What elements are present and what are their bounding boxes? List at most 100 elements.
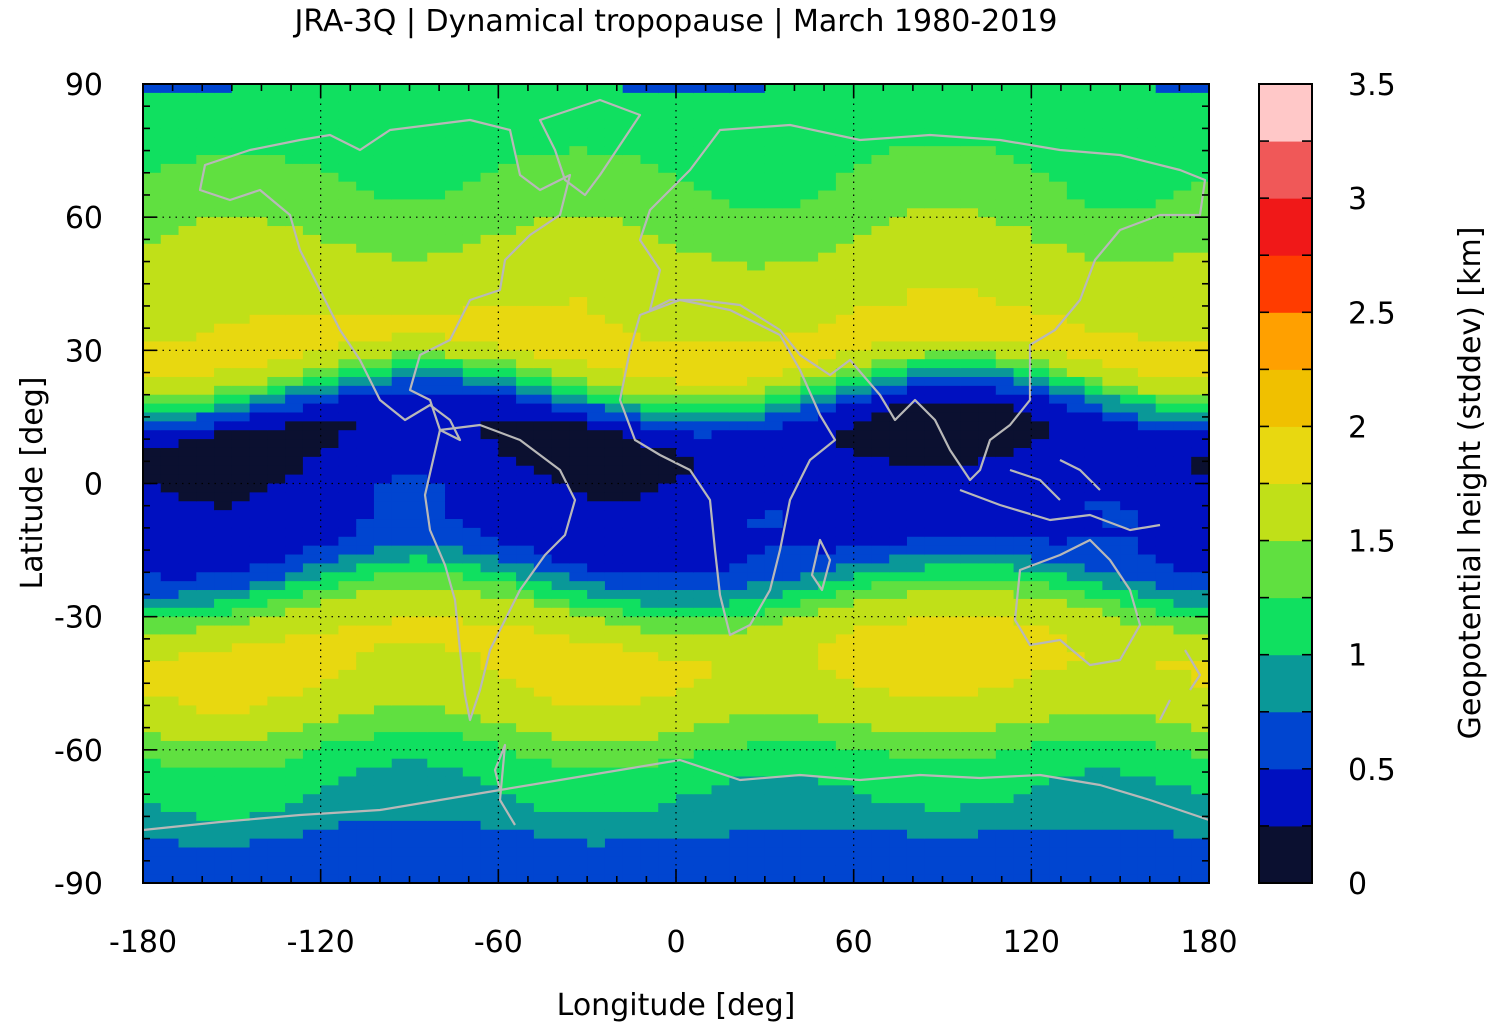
value-cell <box>1013 616 1032 627</box>
value-cell <box>604 803 624 813</box>
value-cell <box>853 146 873 156</box>
value-cell <box>178 359 197 369</box>
value-cell <box>1031 669 1050 680</box>
value-cell <box>338 332 357 343</box>
value-cell <box>853 572 873 582</box>
value-cell <box>640 368 659 378</box>
value-cell <box>533 376 553 387</box>
value-cell <box>942 421 961 431</box>
value-cell <box>604 208 624 218</box>
value-cell <box>604 732 624 742</box>
value-cell <box>267 350 286 360</box>
value-cell <box>551 101 570 112</box>
value-cell <box>747 545 766 556</box>
value-cell <box>533 226 553 236</box>
value-cell <box>196 447 215 458</box>
value-cell <box>1102 314 1121 325</box>
value-cell <box>373 101 393 112</box>
value-cell <box>1084 155 1103 165</box>
value-cell <box>782 740 801 751</box>
value-cell <box>942 652 961 662</box>
value-cell <box>711 785 730 795</box>
value-cell <box>498 767 517 778</box>
value-cell <box>676 234 695 245</box>
value-cell <box>462 323 482 334</box>
value-cell <box>569 758 588 769</box>
value-cell <box>409 749 428 760</box>
value-cell <box>160 208 180 218</box>
value-cell <box>764 163 784 174</box>
value-cell <box>853 696 873 707</box>
value-cell <box>178 572 197 582</box>
value-cell <box>764 252 784 263</box>
value-cell <box>800 811 819 822</box>
value-cell <box>818 803 837 813</box>
value-cell <box>942 554 961 564</box>
value-cell <box>338 208 357 218</box>
value-cell <box>764 732 784 742</box>
value-cell <box>818 669 837 680</box>
value-cell <box>302 554 322 564</box>
value-cell <box>658 84 677 94</box>
value-cell <box>196 740 215 751</box>
value-cell <box>285 217 304 227</box>
value-cell <box>267 101 286 112</box>
value-cell <box>285 456 304 467</box>
value-cell <box>853 847 873 857</box>
value-cell <box>764 199 784 209</box>
value-cell <box>302 803 322 813</box>
value-cell <box>160 865 180 875</box>
value-cell <box>551 785 570 795</box>
value-cell <box>409 838 428 849</box>
value-cell <box>462 270 482 280</box>
value-cell <box>462 714 482 724</box>
value-cell <box>604 865 624 875</box>
value-cell <box>747 678 766 689</box>
value-cell <box>533 421 553 431</box>
value-cell <box>249 181 268 192</box>
value-cell <box>622 368 642 378</box>
value-cell <box>693 563 713 573</box>
value-cell <box>178 643 197 653</box>
value-cell <box>995 110 1015 121</box>
value-cell <box>871 696 890 707</box>
value-cell <box>1102 590 1121 600</box>
value-cell <box>231 297 251 307</box>
value-cell <box>640 430 659 440</box>
value-cell <box>267 181 286 192</box>
value-cell <box>373 838 393 849</box>
value-cell <box>445 430 464 440</box>
value-cell <box>231 607 251 618</box>
value-cell <box>747 279 766 289</box>
value-cell <box>800 607 819 618</box>
value-cell <box>196 527 215 538</box>
value-cell <box>978 536 997 547</box>
value-cell <box>871 581 890 591</box>
value-cell <box>995 359 1015 369</box>
value-cell <box>373 128 393 138</box>
value-cell <box>533 314 553 325</box>
value-cell <box>800 403 819 414</box>
value-cell <box>747 554 766 564</box>
value-cell <box>1084 359 1103 369</box>
value-cell <box>853 314 873 325</box>
value-cell <box>320 101 340 112</box>
value-cell <box>480 146 499 156</box>
value-cell <box>143 501 162 511</box>
value-cell <box>960 678 979 689</box>
value-cell <box>835 332 855 343</box>
value-cell <box>764 155 784 165</box>
value-cell <box>409 155 428 165</box>
value-cell <box>143 155 162 165</box>
value-cell <box>587 581 606 591</box>
value-cell <box>995 323 1015 334</box>
value-cell <box>516 84 535 94</box>
value-cell <box>853 199 873 209</box>
value-cell <box>498 572 517 582</box>
value-cell <box>587 350 606 360</box>
value-cell <box>498 519 517 529</box>
value-cell <box>622 554 642 564</box>
value-cell <box>302 705 322 715</box>
value-cell <box>143 421 162 431</box>
